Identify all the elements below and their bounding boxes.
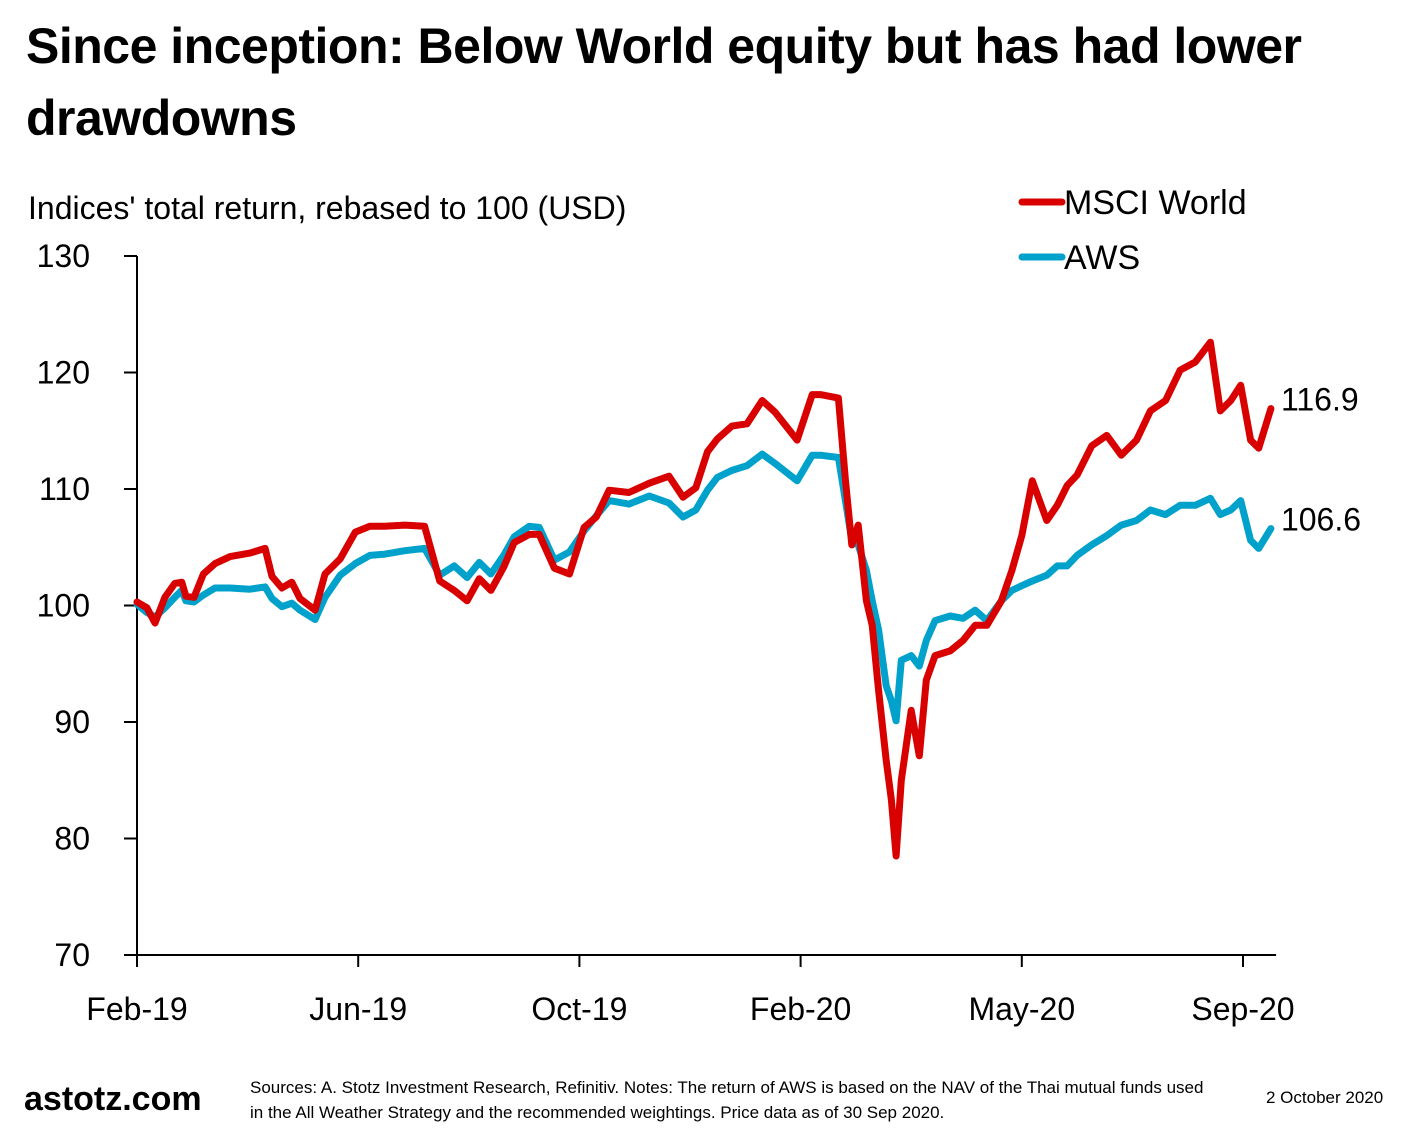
chart-title: Since inception: Below World equity but … [26, 18, 1302, 146]
end-labels: 116.9 106.6 [1281, 382, 1361, 538]
axes: 70 80 90 100 110 120 130 Feb-19 Jun-19 Oct-19 Feb-… [37, 238, 1295, 1027]
y-tick-label: 70 [54, 937, 90, 973]
legend-label-aws: AWS [1064, 239, 1140, 277]
publish-date: 2 October 2020 [1266, 1088, 1384, 1107]
series-line-msci-world [133, 338, 1275, 860]
y-tick-label: 100 [37, 588, 90, 624]
brand-logo-text: astotz.com [24, 1080, 202, 1118]
end-value-label-msci-world: 116.9 [1281, 382, 1359, 418]
x-tick-label: Oct-19 [531, 991, 627, 1027]
y-tick-label: 80 [54, 821, 90, 857]
legend: MSCI World AWS [1018, 184, 1247, 277]
end-value-label-aws: 106.6 [1281, 502, 1361, 538]
x-tick-label: Jun-19 [309, 991, 407, 1027]
legend-label-msci-world: MSCI World [1064, 184, 1247, 222]
y-tick-label: 130 [37, 238, 90, 274]
x-tick-label: Sep-20 [1191, 991, 1294, 1027]
x-tick-label: Feb-19 [86, 991, 187, 1027]
x-tick-label: May-20 [968, 991, 1075, 1027]
x-tick-label: Feb-20 [750, 991, 851, 1027]
chart-subtitle: Indices' total return, rebased to 100 (U… [28, 190, 627, 226]
y-tick-label: 90 [54, 704, 90, 740]
series-layer [133, 338, 1275, 860]
series-line-aws [133, 450, 1275, 725]
y-tick-label: 110 [39, 471, 90, 507]
y-tick-label: 120 [37, 355, 90, 391]
source-note: Sources: A. Stotz Investment Research, R… [250, 1078, 1204, 1122]
